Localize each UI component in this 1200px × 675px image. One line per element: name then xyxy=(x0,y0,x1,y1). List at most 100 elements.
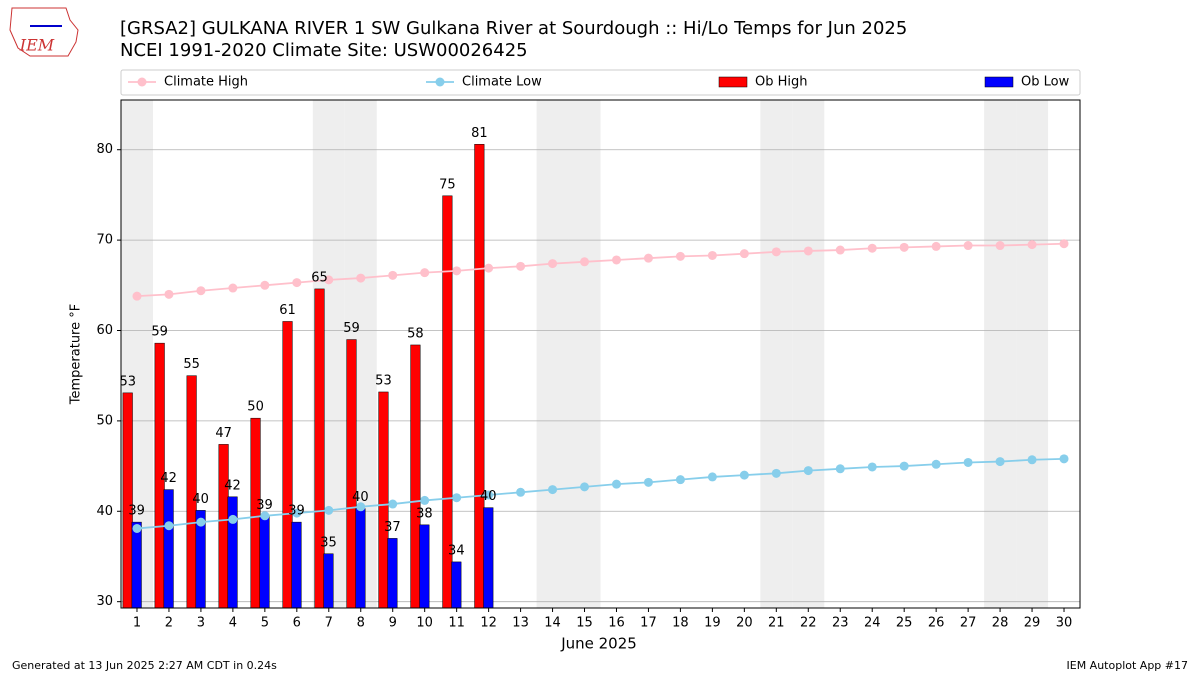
point xyxy=(771,247,781,257)
point xyxy=(452,266,462,276)
x-tick-label: 20 xyxy=(736,616,753,631)
point xyxy=(452,493,462,503)
value-label: 42 xyxy=(224,478,241,493)
legend-point xyxy=(137,77,147,87)
logo: IEM xyxy=(9,7,79,57)
point xyxy=(292,508,302,518)
value-label: 37 xyxy=(384,520,401,535)
plot xyxy=(121,100,1080,608)
point xyxy=(963,241,973,251)
point xyxy=(1027,455,1037,465)
value-label: 50 xyxy=(247,400,264,415)
bar xyxy=(218,444,229,608)
legend-label: Ob Low xyxy=(1021,75,1070,90)
value-label: 59 xyxy=(151,325,168,340)
legend-swatch xyxy=(984,76,1014,88)
y-tick-label: 70 xyxy=(96,233,113,248)
value-label: 40 xyxy=(480,489,497,504)
point xyxy=(1059,454,1069,464)
x-tick-label: 24 xyxy=(864,616,881,631)
point xyxy=(356,273,366,283)
line xyxy=(136,457,1065,530)
plot-frame xyxy=(120,99,1081,609)
value-label: 47 xyxy=(215,426,232,441)
x-tick-label: 5 xyxy=(261,616,269,631)
x-axis-label: June 2025 xyxy=(560,635,637,653)
point xyxy=(835,464,845,474)
value-label: 39 xyxy=(128,504,145,519)
point xyxy=(516,261,526,271)
bar xyxy=(346,339,357,608)
point xyxy=(260,280,270,290)
x-tick-label: 8 xyxy=(357,616,365,631)
x-tick-label: 7 xyxy=(325,616,333,631)
value-label: 65 xyxy=(311,270,328,285)
bar xyxy=(282,321,293,608)
bar xyxy=(483,507,494,608)
legend-label: Climate High xyxy=(164,75,248,90)
value-label: 53 xyxy=(375,373,392,388)
footer-right: IEM Autoplot App #17 xyxy=(1067,659,1189,672)
point xyxy=(963,457,973,467)
point xyxy=(931,459,941,469)
legend-label: Ob High xyxy=(755,75,808,90)
point xyxy=(164,289,174,299)
legend-point xyxy=(435,77,445,87)
x-tick-label: 27 xyxy=(960,616,977,631)
point xyxy=(899,461,909,471)
point xyxy=(356,502,366,512)
point xyxy=(484,490,494,500)
point xyxy=(580,257,590,267)
value-label: 81 xyxy=(471,126,488,141)
value-label: 39 xyxy=(288,504,305,519)
y-axis-label: Temperature °F xyxy=(69,304,84,405)
point xyxy=(228,514,238,524)
x-tick-label: 4 xyxy=(229,616,237,631)
chart-title: [GRSA2] GULKANA RIVER 1 SW Gulkana River… xyxy=(120,18,907,39)
weekend-shade xyxy=(536,100,569,608)
x-tick-label: 19 xyxy=(704,616,721,631)
point xyxy=(611,479,621,489)
y-tick-label: 50 xyxy=(96,413,113,428)
point xyxy=(643,477,653,487)
point xyxy=(867,462,877,472)
point xyxy=(739,470,749,480)
value-label: 35 xyxy=(320,535,337,550)
x-tick-label: 16 xyxy=(608,616,625,631)
footer-left: Generated at 13 Jun 2025 2:27 AM CDT in … xyxy=(12,659,277,672)
value-label: 53 xyxy=(119,374,136,389)
point xyxy=(739,249,749,259)
value-label: 58 xyxy=(407,326,424,341)
point xyxy=(899,242,909,252)
point xyxy=(324,275,334,285)
point xyxy=(707,250,717,260)
weekend-shade xyxy=(792,100,825,608)
x-tick-label: 3 xyxy=(197,616,205,631)
x-tick-label: 18 xyxy=(672,616,689,631)
weekend-shade xyxy=(760,100,793,608)
logo-outline xyxy=(9,7,79,57)
x-tick-label: 25 xyxy=(896,616,913,631)
value-label: 40 xyxy=(192,492,209,507)
x-tick-label: 22 xyxy=(800,616,817,631)
point xyxy=(132,291,142,301)
x-tick-label: 15 xyxy=(576,616,593,631)
point xyxy=(516,487,526,497)
point xyxy=(611,255,621,265)
value-label: 61 xyxy=(279,303,296,318)
weekend-shade xyxy=(984,100,1017,608)
point xyxy=(867,243,877,253)
x-tick-label: 26 xyxy=(928,616,945,631)
bar xyxy=(314,288,325,608)
value-label: 39 xyxy=(256,498,273,513)
bar xyxy=(250,417,261,608)
point xyxy=(388,499,398,509)
bar xyxy=(419,524,430,608)
y-tick-label: 80 xyxy=(96,142,113,157)
point xyxy=(548,259,558,269)
legend-box xyxy=(120,69,1081,96)
logo-text: IEM xyxy=(19,36,55,55)
bar xyxy=(355,508,366,608)
x-tick-label: 6 xyxy=(293,616,301,631)
